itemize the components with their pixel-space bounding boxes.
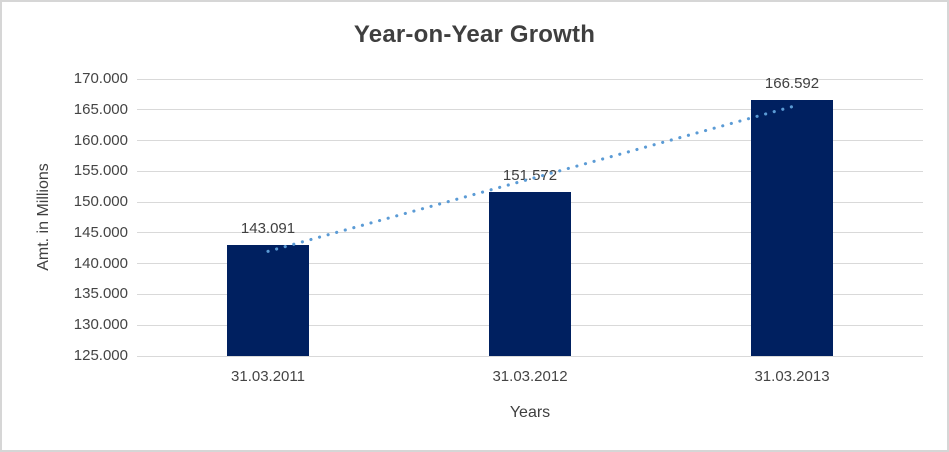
y-axis-tick-label: 170.000	[73, 70, 128, 87]
bar-31.03.2013	[751, 99, 833, 356]
bar-31.03.2012	[489, 192, 571, 356]
x-axis-tick-label: 31.03.2011	[231, 368, 305, 385]
x-axis-tick-label: 31.03.2012	[492, 368, 568, 385]
y-axis-tick-label: 155.000	[73, 162, 128, 180]
bar-31.03.2011	[227, 244, 309, 356]
y-axis-tick-label: 160.000	[73, 131, 128, 149]
chart-title: Year-on-Year Growth	[353, 21, 596, 48]
y-axis-tick-label: 150.000	[73, 193, 128, 211]
bar-value-label: 143.091	[240, 219, 296, 237]
plot-area: 143.091 151.572 166.592	[137, 74, 923, 357]
x-axis-title: Years	[509, 404, 551, 421]
y-axis-tick-label: 125.000	[73, 347, 128, 364]
bar-value-label: 166.592	[764, 74, 820, 92]
y-axis-tick-label: 130.000	[73, 316, 128, 334]
y-axis-tick-label: 135.000	[73, 285, 128, 303]
y-axis-title: Amt. in Millions	[35, 163, 52, 271]
y-axis-tick-label: 140.000	[73, 254, 128, 272]
x-axis-tick-label: 31.03.2013	[754, 368, 830, 385]
gridline	[137, 78, 923, 80]
bar-value-label: 151.572	[502, 167, 558, 185]
y-axis-tick-label: 145.000	[73, 223, 128, 241]
y-axis-tick-label: 165.000	[73, 100, 128, 118]
gridline	[137, 355, 923, 357]
